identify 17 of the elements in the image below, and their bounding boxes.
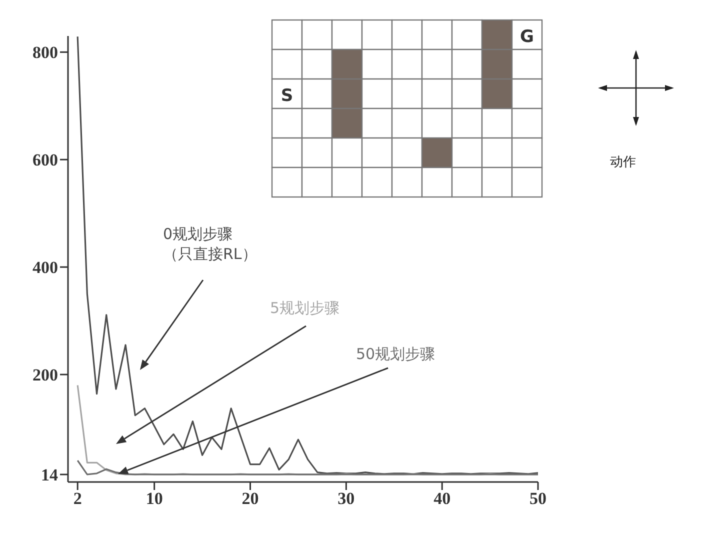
y-tick-label: 14: [41, 466, 58, 485]
y-tick-label: 600: [32, 150, 58, 170]
x-tick-label: 20: [242, 489, 259, 508]
y-tick-label: 200: [32, 366, 58, 385]
text: 动作: [610, 155, 636, 170]
annotation: S: [280, 86, 294, 106]
text: 0规划步骤（只直接RL）: [163, 224, 258, 264]
x-tick-label: 40: [434, 489, 451, 508]
y-tick-label: 400: [32, 258, 58, 278]
text: 50规划步骤: [356, 344, 436, 364]
x-tick-label: 50: [530, 489, 546, 508]
x-tick-label: 2: [73, 489, 82, 508]
y-tick-label: 800: [32, 43, 58, 62]
annotation: G: [520, 26, 534, 47]
text: 5规划步骤: [270, 298, 341, 318]
x-tick-label: 10: [146, 489, 163, 508]
x-tick-label: 30: [338, 489, 355, 508]
